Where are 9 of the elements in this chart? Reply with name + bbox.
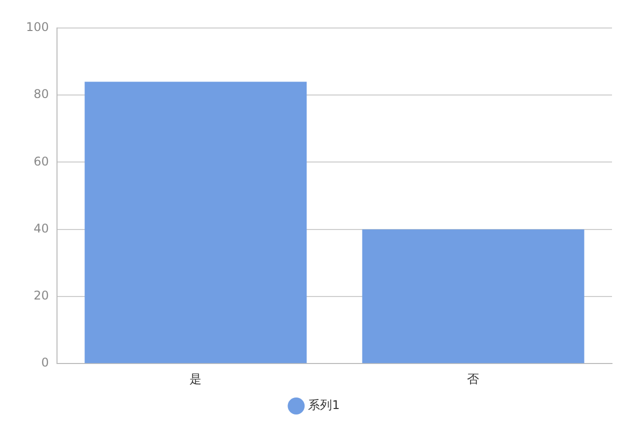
y-tick-label: 40 xyxy=(34,221,49,236)
y-tick-label: 20 xyxy=(34,288,49,303)
legend-label: 系列1 xyxy=(308,398,340,412)
y-tick-label: 100 xyxy=(26,20,49,34)
y-tick-label: 0 xyxy=(41,356,49,370)
y-tick-label: 60 xyxy=(34,154,49,168)
x-tick-label: 否 xyxy=(467,372,480,386)
y-tick-label: 80 xyxy=(34,87,49,102)
x-tick-label: 是 xyxy=(190,372,202,386)
